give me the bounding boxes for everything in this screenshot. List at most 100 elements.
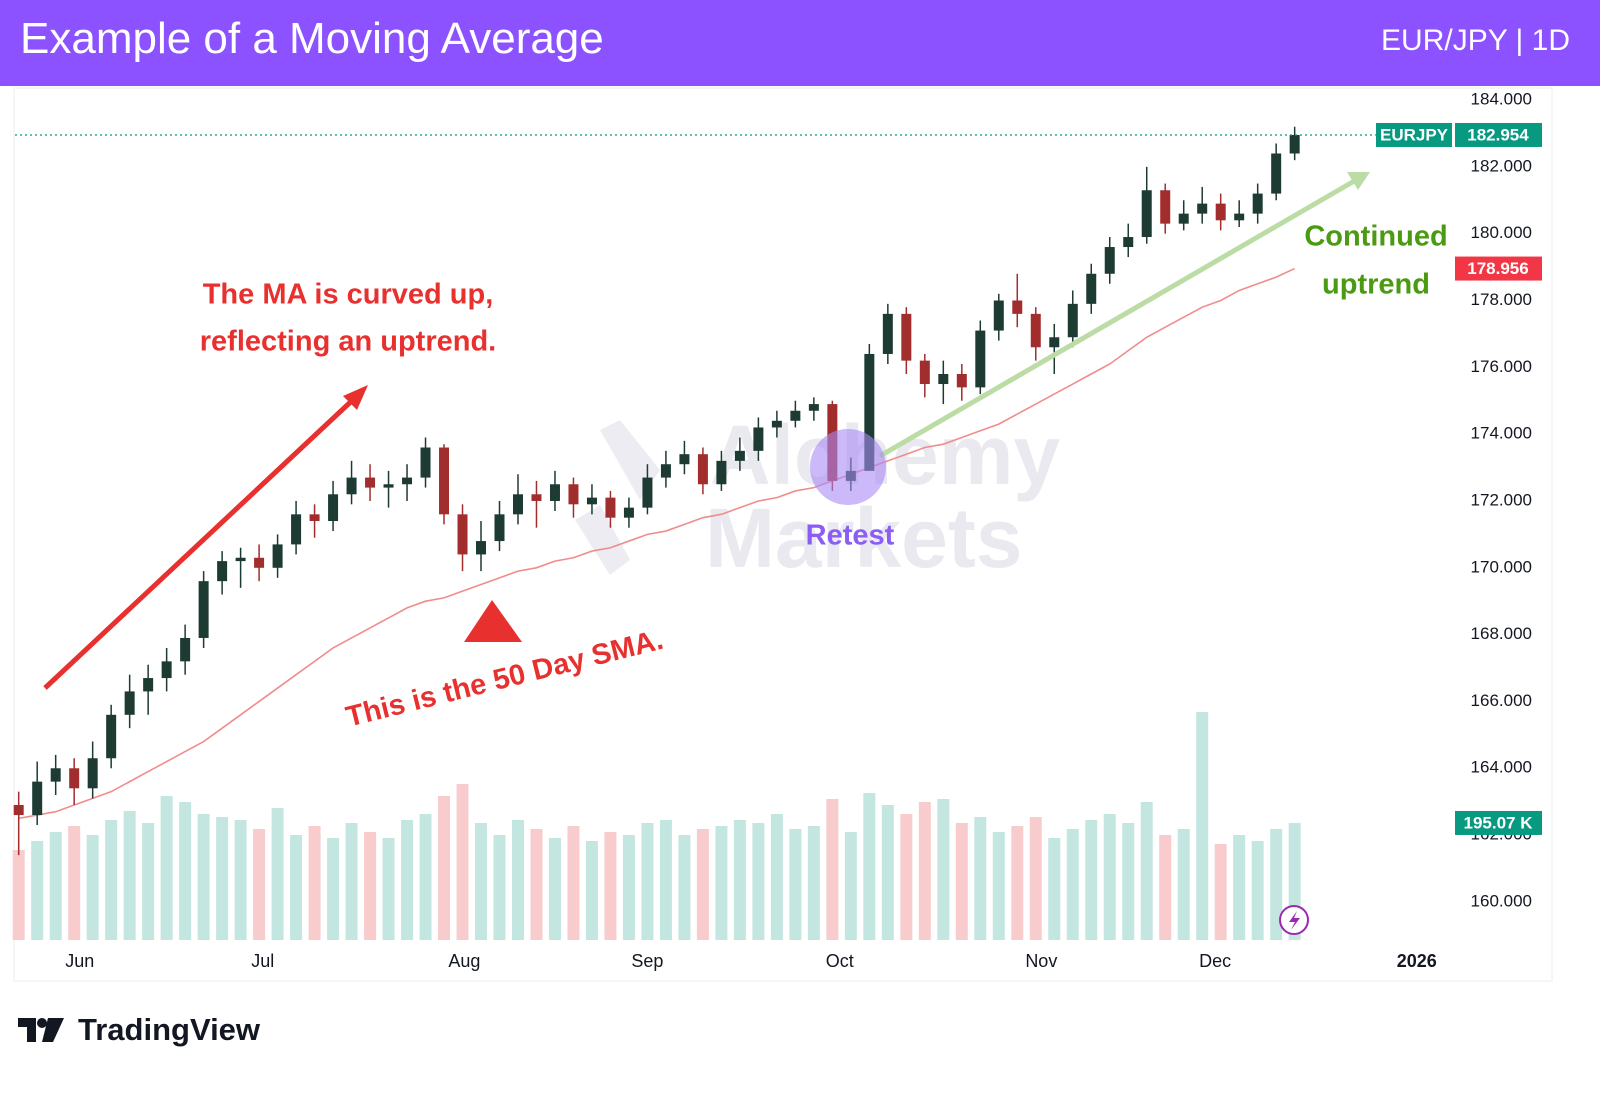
volume-bar <box>216 817 229 940</box>
candle-body <box>882 313 893 354</box>
y-tick-label: 174.000 <box>1471 424 1532 443</box>
lightning-glyph <box>1289 911 1300 930</box>
price-label: 182.954 <box>1467 125 1529 144</box>
volume-bar <box>1140 802 1153 940</box>
volume-bar <box>511 820 524 940</box>
candle-body <box>420 447 431 478</box>
candle-body <box>901 313 912 361</box>
volume-bar <box>530 829 543 940</box>
title: Example of a Moving Average <box>20 14 604 63</box>
candle-body <box>32 781 43 816</box>
volume-bar <box>1011 826 1024 940</box>
volume-bar <box>1196 712 1209 940</box>
volume-bar <box>937 799 950 940</box>
y-tick-label: 164.000 <box>1471 758 1532 777</box>
volume-bar <box>1103 814 1116 940</box>
annotation: The MA is curved up, <box>203 279 494 311</box>
volume-bar <box>345 823 358 940</box>
volume-bar <box>234 820 247 940</box>
candle-body <box>956 374 967 388</box>
candle-body <box>235 557 246 562</box>
arrow-head <box>1347 172 1370 190</box>
volume-bar <box>12 850 25 940</box>
volume-bar <box>327 838 340 940</box>
arrow-head <box>343 385 368 410</box>
y-tick-label: 170.000 <box>1471 557 1532 576</box>
candle-body <box>1160 190 1171 224</box>
symbol-tag <box>1376 122 1452 147</box>
volume-bar <box>1159 835 1172 940</box>
annotation: Retest <box>806 520 895 552</box>
annotation: reflecting an uptrend. <box>200 326 496 358</box>
volume-bar <box>179 802 192 940</box>
x-tick-label: Jul <box>251 951 274 971</box>
candle-body <box>1178 213 1189 224</box>
candle-body <box>291 514 302 545</box>
brand-name: TradingView <box>78 1012 261 1047</box>
sma-label: 178.956 <box>1467 259 1528 278</box>
candle-body <box>254 557 265 568</box>
y-tick-label: 176.000 <box>1471 357 1532 376</box>
candle-body <box>1104 247 1115 274</box>
candle-body <box>512 494 523 515</box>
volume-bar <box>789 829 802 940</box>
candle-body <box>605 497 616 518</box>
candle-body <box>494 514 505 542</box>
volume-bar <box>604 832 617 940</box>
arrow <box>878 177 1358 459</box>
y-tick-label: 168.000 <box>1471 624 1532 643</box>
watermark-logo <box>575 420 660 575</box>
volume-bar <box>752 823 765 940</box>
candle-body <box>217 561 228 582</box>
candle-body <box>660 464 671 478</box>
volume-bar <box>992 832 1005 940</box>
candle-body <box>346 477 357 495</box>
y-tick-label: 182.000 <box>1471 156 1532 175</box>
volume-bar <box>678 835 691 940</box>
arrow <box>43 393 360 690</box>
volume-bar <box>659 820 672 940</box>
sma-tag <box>1455 256 1542 281</box>
price-tag <box>1455 122 1542 147</box>
candle-body <box>993 300 1004 331</box>
volume-bar <box>770 814 783 940</box>
candle-body <box>790 410 801 421</box>
candle-body <box>1049 337 1060 348</box>
candle-body <box>143 678 154 692</box>
candle-body <box>1197 203 1208 214</box>
candle-body <box>716 460 727 485</box>
y-tick-label: 160.000 <box>1471 891 1532 910</box>
candle-body <box>272 544 283 568</box>
volume-bar <box>1233 835 1246 940</box>
symbol-label: EURJPY <box>1380 125 1449 144</box>
volume-bar <box>567 826 580 940</box>
volume-bar <box>308 826 321 940</box>
candle-body <box>975 330 986 388</box>
watermark-text: Markets <box>705 491 1023 585</box>
volume-label: 195.07 K <box>1464 813 1534 832</box>
volume-bar <box>1270 829 1283 940</box>
x-tick-label: Jun <box>65 951 94 971</box>
volume-bar <box>197 814 210 940</box>
volume-bar <box>715 826 728 940</box>
volume-bar <box>401 820 414 940</box>
candle-body <box>365 477 376 488</box>
candle-body <box>124 691 135 715</box>
volume-bar <box>382 838 395 940</box>
candle-body <box>13 805 24 816</box>
candle-body <box>1252 193 1263 214</box>
retest-highlight <box>810 429 886 505</box>
volume-bar <box>1048 838 1061 940</box>
candle-body <box>180 637 191 662</box>
candle-body <box>161 661 172 679</box>
volume-bar <box>290 835 303 940</box>
candle-body <box>87 758 98 789</box>
volume-bar <box>1122 823 1135 940</box>
candle-body <box>1234 213 1245 221</box>
candle-body <box>1141 190 1152 238</box>
volume-bar <box>456 784 469 940</box>
symbol-interval: EUR/JPY | 1D <box>1381 24 1570 57</box>
candle-body <box>753 427 764 451</box>
y-tick-label: 166.000 <box>1471 691 1532 710</box>
volume-bar <box>1029 817 1042 940</box>
